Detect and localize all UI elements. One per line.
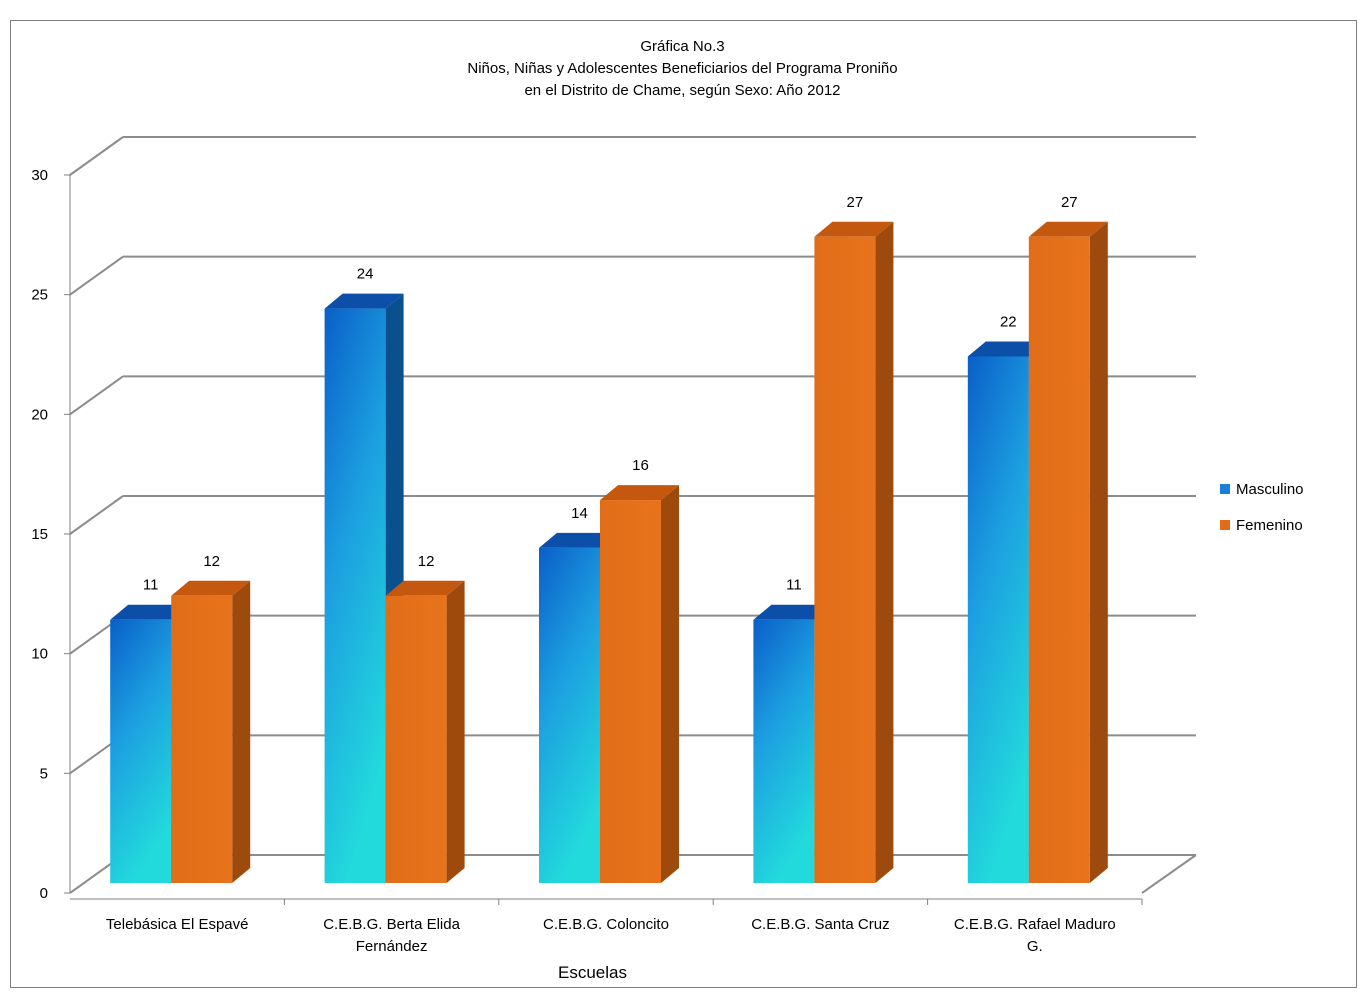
bar-femenino-5-top <box>1028 221 1108 237</box>
y-tick-label: 20 <box>31 406 48 423</box>
x-tick-label: C.E.B.G. Coloncito <box>543 916 669 933</box>
data-label-masculino-4: 11 <box>786 577 802 594</box>
x-tick-label: Fernández <box>356 938 428 955</box>
bar-masculino-4 <box>753 619 815 883</box>
x-tick-label: Telebásica El Espavé <box>106 916 249 933</box>
gridline-side <box>69 375 124 416</box>
bar-femenino-2-side <box>446 580 465 883</box>
bar-masculino-1-top <box>110 604 190 620</box>
bar-masculino-3 <box>539 547 600 883</box>
bar-femenino-2-top <box>385 580 465 596</box>
data-label-femenino-5: 27 <box>1061 194 1078 211</box>
legend-label-femenino: Femenino <box>1236 516 1303 534</box>
bar-masculino-5 <box>967 356 1029 883</box>
y-tick-label: 10 <box>31 646 48 663</box>
bar-femenino-4 <box>814 236 876 884</box>
chart-subtitle-line-1: Niños, Niñas y Adolescentes Beneficiario… <box>467 60 898 77</box>
axes <box>64 174 1143 905</box>
bar-masculino-4-top <box>753 604 833 620</box>
chart-frame <box>10 20 1357 988</box>
bar-masculino-1 <box>110 619 172 883</box>
data-label-femenino-2: 12 <box>418 553 435 570</box>
bar-femenino-1 <box>171 595 233 883</box>
y-tick-label: 25 <box>31 287 48 304</box>
labels: 0 5 10 15 20 25 30 11 12 Telebásica El Espavé 24 12… <box>31 167 1115 955</box>
bar-femenino-3-side <box>661 485 679 883</box>
bar-masculino-5-top <box>967 341 1047 357</box>
legend-swatch-masculino <box>1220 484 1230 494</box>
bar-femenino-2 <box>385 595 447 883</box>
x-axis-title: Escuelas <box>558 963 627 982</box>
bar-femenino-5 <box>1028 236 1090 884</box>
legend: Masculino Femenino <box>1220 478 1304 550</box>
legend-label-masculino: Masculino <box>1236 480 1304 498</box>
gridline-side <box>69 136 124 176</box>
x-tick-label: C.E.B.G. Rafael Maduro <box>954 916 1116 933</box>
chart-title-block: Gráfica No.3 Niños, Niñas y Adolescentes… <box>0 36 1365 102</box>
bar-femenino-1-side <box>232 580 251 883</box>
data-label-femenino-4: 27 <box>847 194 864 211</box>
data-label-masculino-3: 14 <box>571 505 588 522</box>
data-label-masculino-1: 11 <box>143 577 159 594</box>
floor-edge <box>1141 854 1197 894</box>
data-label-masculino-2: 24 <box>357 266 374 283</box>
data-label-masculino-5: 22 <box>1000 313 1017 330</box>
data-label-femenino-3: 16 <box>632 457 649 474</box>
y-tick-label: 0 <box>40 885 48 902</box>
bar-femenino-5-side <box>1089 221 1108 884</box>
x-tick-label: C.E.B.G. Berta Elida <box>323 916 460 933</box>
x-tick-label: G. <box>1027 938 1043 955</box>
y-tick-label: 30 <box>31 167 48 184</box>
legend-item-masculino: Masculino <box>1220 478 1304 500</box>
legend-item-femenino: Femenino <box>1220 514 1304 536</box>
y-tick-label: 15 <box>31 526 48 543</box>
bar-masculino-3-top <box>539 532 618 548</box>
gridline-side <box>69 255 124 296</box>
chart-title: Gráfica No.3 <box>640 38 725 55</box>
y-tick-label: 5 <box>40 765 48 782</box>
bar-masculino-2-top <box>324 293 404 309</box>
bar-masculino-2 <box>324 308 386 884</box>
bar-femenino-4-side <box>875 221 894 884</box>
x-tick-label: C.E.B.G. Santa Cruz <box>751 916 889 933</box>
bar-femenino-1-top <box>171 580 251 596</box>
legend-swatch-femenino <box>1220 520 1230 530</box>
bar-femenino-3-top <box>600 485 679 501</box>
chart-subtitle-line-2: en el Distrito de Chame, según Sexo: Año… <box>524 82 841 99</box>
gridline-side <box>69 495 124 535</box>
bars <box>110 221 1108 884</box>
bar-femenino-4-top <box>814 221 894 237</box>
data-label-femenino-1: 12 <box>203 553 220 570</box>
bar-femenino-3 <box>600 500 661 883</box>
